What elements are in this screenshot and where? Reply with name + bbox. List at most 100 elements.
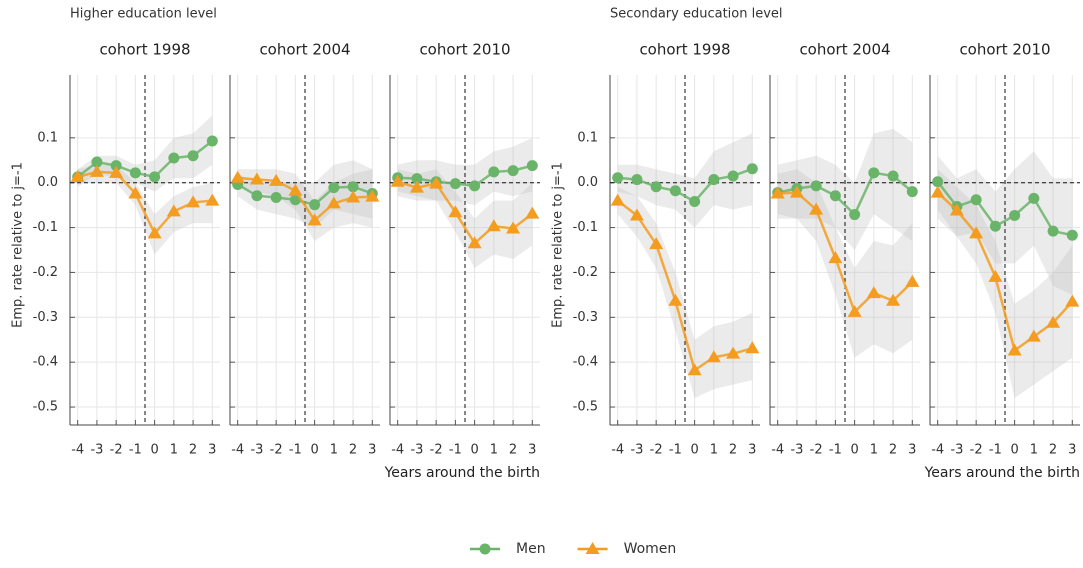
marker xyxy=(905,274,920,287)
marker xyxy=(746,163,758,175)
marker xyxy=(887,170,899,182)
marker xyxy=(1026,329,1041,342)
marker xyxy=(168,152,180,164)
marker xyxy=(70,169,85,182)
marker xyxy=(649,237,664,250)
marker xyxy=(789,185,804,198)
x-tick-label: -4 xyxy=(611,443,624,458)
legend-label: Men xyxy=(516,541,546,557)
x-tick-label: -3 xyxy=(950,443,963,458)
x-tick-label: 0 xyxy=(470,443,478,458)
marker xyxy=(429,176,444,189)
marker xyxy=(930,185,945,198)
marker xyxy=(346,190,361,203)
x-tick-label: -3 xyxy=(410,443,423,458)
x-tick-label: 2 xyxy=(189,443,197,458)
marker xyxy=(949,203,964,216)
marker xyxy=(866,286,881,299)
marker xyxy=(886,293,901,306)
group-title: Higher education level xyxy=(70,7,217,22)
panel-title: cohort 2004 xyxy=(799,41,890,59)
x-tick-label: 0 xyxy=(1010,443,1018,458)
confidence-band xyxy=(237,160,373,228)
marker xyxy=(488,166,500,178)
marker xyxy=(251,190,263,202)
x-tick-label: -1 xyxy=(449,443,462,458)
x-tick-label: -1 xyxy=(669,443,682,458)
x-tick-label: -2 xyxy=(810,443,823,458)
x-tick-label: -1 xyxy=(989,443,1002,458)
x-tick-label: 3 xyxy=(908,443,916,458)
marker xyxy=(810,180,822,192)
marker xyxy=(506,221,521,234)
x-tick-label: 0 xyxy=(690,443,698,458)
marker xyxy=(186,195,201,208)
y-tick-label: -0.1 xyxy=(573,220,598,235)
x-tick-label: 3 xyxy=(528,443,536,458)
x-tick-label: -2 xyxy=(970,443,983,458)
y-axis-label: Emp. rate relative to j=-1 xyxy=(11,162,26,328)
marker xyxy=(1065,294,1080,307)
marker xyxy=(269,173,284,186)
marker xyxy=(631,174,643,186)
panel-title: cohort 2010 xyxy=(419,41,510,59)
y-tick-label: -0.1 xyxy=(33,220,58,235)
marker xyxy=(525,206,540,219)
legend-marker xyxy=(479,543,491,555)
marker xyxy=(727,170,739,182)
marker xyxy=(828,251,843,264)
marker xyxy=(147,226,162,239)
marker xyxy=(932,176,944,188)
marker xyxy=(110,160,122,172)
marker xyxy=(469,180,481,192)
y-tick-label: 0.0 xyxy=(37,175,58,190)
marker xyxy=(1066,229,1078,241)
x-tick-label: 0 xyxy=(310,443,318,458)
marker xyxy=(629,208,644,221)
marker xyxy=(526,160,538,172)
marker xyxy=(847,304,862,317)
x-tick-label: -2 xyxy=(430,443,443,458)
marker xyxy=(687,363,702,376)
x-tick-label: -3 xyxy=(250,443,263,458)
marker xyxy=(612,172,624,184)
x-tick-label: 3 xyxy=(208,443,216,458)
panel-title: cohort 1998 xyxy=(99,41,190,59)
marker xyxy=(249,172,264,185)
x-tick-label: -2 xyxy=(650,443,663,458)
x-tick-label: -1 xyxy=(829,443,842,458)
marker xyxy=(849,209,861,221)
marker xyxy=(507,165,519,177)
y-tick-label: 0.1 xyxy=(577,130,598,145)
x-tick-label: 1 xyxy=(170,443,178,458)
x-tick-label: -3 xyxy=(630,443,643,458)
x-tick-label: 1 xyxy=(490,443,498,458)
x-tick-label: 3 xyxy=(368,443,376,458)
marker xyxy=(868,167,880,179)
x-tick-label: 1 xyxy=(1030,443,1038,458)
x-tick-label: 1 xyxy=(870,443,878,458)
marker xyxy=(409,180,424,193)
marker xyxy=(1046,315,1061,328)
x-tick-label: 2 xyxy=(889,443,897,458)
confidence-band xyxy=(617,187,753,399)
marker xyxy=(448,205,463,218)
x-tick-label: -4 xyxy=(231,443,244,458)
x-tick-label: -3 xyxy=(790,443,803,458)
y-tick-label: -0.3 xyxy=(33,310,58,325)
x-axis-label: Years around the birth xyxy=(384,465,540,481)
marker xyxy=(486,219,501,232)
marker xyxy=(726,346,741,359)
legend-marker xyxy=(585,542,600,554)
x-tick-label: -3 xyxy=(90,443,103,458)
marker xyxy=(449,178,461,190)
x-tick-label: -4 xyxy=(771,443,784,458)
marker xyxy=(91,156,103,168)
marker xyxy=(128,186,143,199)
marker xyxy=(206,135,218,147)
marker xyxy=(187,150,199,162)
y-tick-label: -0.4 xyxy=(573,355,598,370)
x-tick-label: -1 xyxy=(129,443,142,458)
y-tick-label: 0.1 xyxy=(37,130,58,145)
